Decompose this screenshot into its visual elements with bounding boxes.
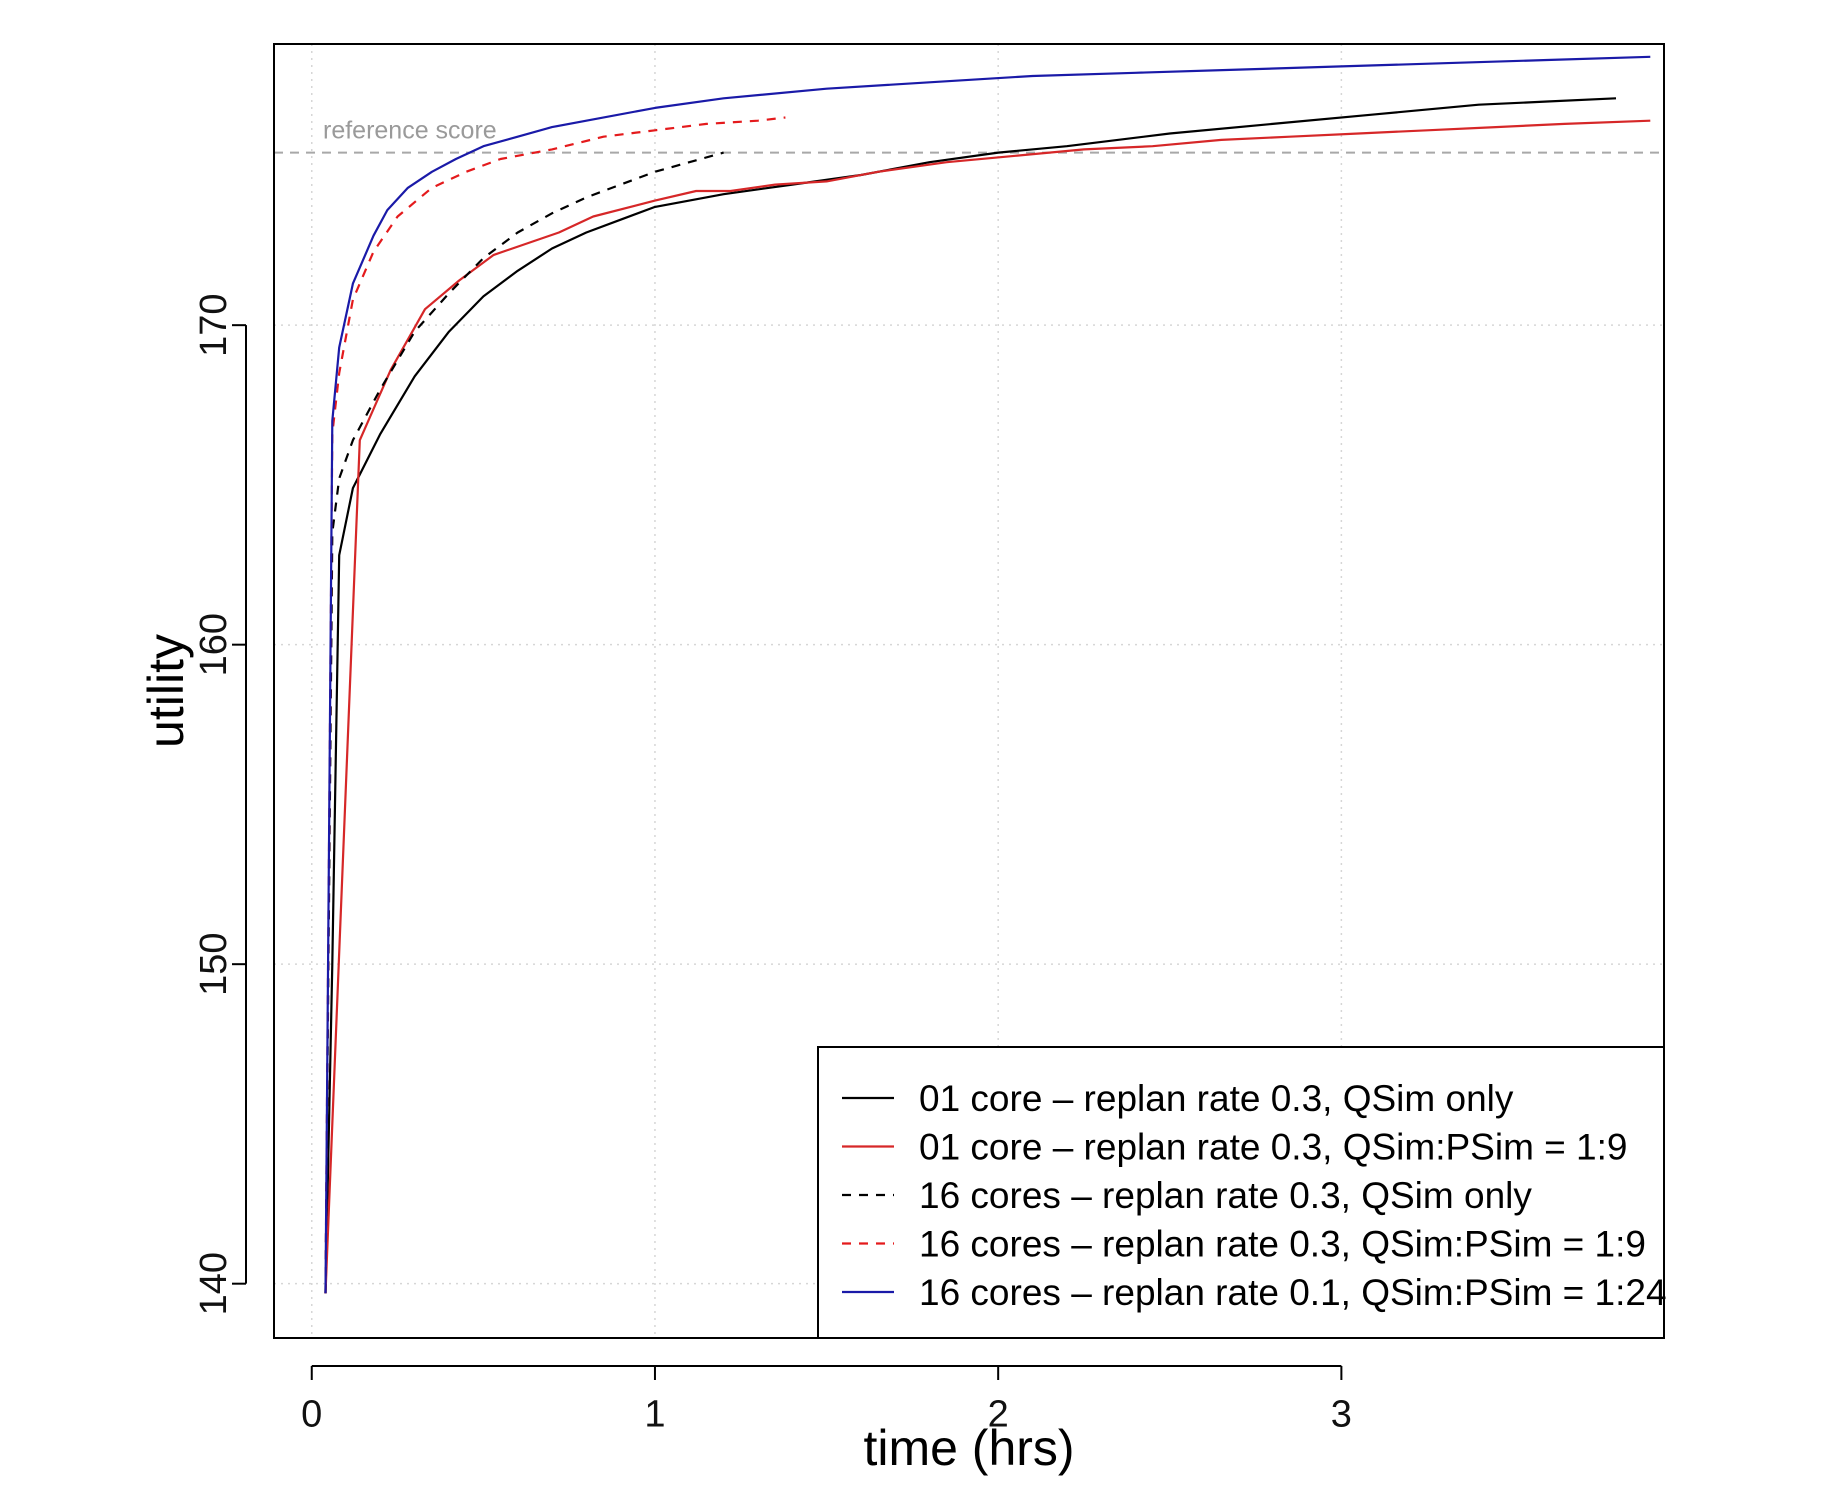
x-tick-label: 2	[988, 1393, 1009, 1435]
series-layer	[324, 55, 1651, 1294]
reference-label: reference score	[323, 117, 497, 145]
x-axis-title: time (hrs)	[863, 1420, 1074, 1476]
legend-label: 16 cores – replan rate 0.3, QSim only	[919, 1175, 1532, 1216]
y-tick-label: 150	[193, 932, 235, 995]
series-line-3	[324, 151, 724, 1294]
x-tick-label: 3	[1331, 1393, 1352, 1435]
series-line-2	[324, 119, 1651, 1294]
legend-label: 16 cores – replan rate 0.3, QSim:PSim = …	[919, 1224, 1646, 1265]
series-line-1	[324, 97, 1617, 1294]
y-tick-label: 160	[193, 613, 235, 676]
x-tick-label: 1	[644, 1393, 665, 1435]
legend-label: 01 core – replan rate 0.3, QSim:PSim = 1…	[919, 1127, 1628, 1168]
legend-label: 16 cores – replan rate 0.1, QSim:PSim = …	[919, 1272, 1667, 1313]
reference-layer: reference score	[274, 117, 1664, 154]
legend: 01 core – replan rate 0.3, QSim only 01 c…	[817, 1046, 1667, 1339]
series-line-4	[324, 116, 786, 1294]
y-tick-label: 140	[193, 1252, 235, 1315]
legend-box	[817, 1046, 1665, 1339]
y-axis-title: utility	[138, 634, 194, 748]
axis-layer: 0 1 2 3 140 150 160 170	[193, 293, 1352, 1435]
legend-label: 01 core – replan rate 0.3, QSim only	[919, 1078, 1514, 1119]
x-tick-label: 0	[301, 1393, 322, 1435]
y-tick-label: 170	[193, 293, 235, 356]
series-line-5	[324, 55, 1651, 1294]
